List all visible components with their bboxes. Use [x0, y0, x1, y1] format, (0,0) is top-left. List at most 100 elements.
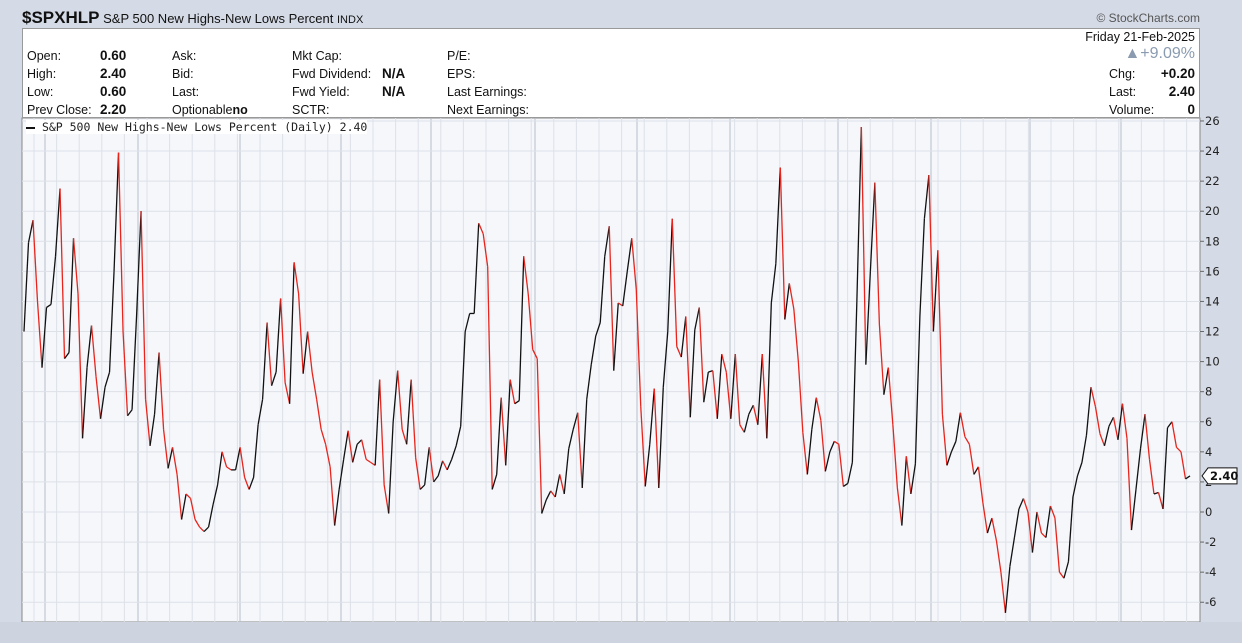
data-segment — [662, 331, 669, 388]
data-segment — [860, 126, 867, 365]
data-segment — [81, 367, 88, 439]
data-segment — [189, 498, 196, 520]
data-segment — [365, 458, 372, 463]
data-segment — [905, 456, 912, 495]
data-segment — [568, 429, 574, 449]
data-segment — [779, 167, 786, 320]
data-segment — [1031, 511, 1038, 553]
fwd-dividend-value: N/A — [382, 66, 406, 81]
data-segment — [667, 218, 673, 332]
data-segment — [1153, 491, 1159, 495]
data-segment — [275, 298, 282, 373]
data-segment — [54, 188, 61, 257]
optionable-text: Optionable — [172, 103, 233, 117]
data-segment — [752, 405, 759, 425]
data-segment — [86, 325, 93, 368]
data-segment — [113, 152, 120, 272]
data-segment — [505, 379, 511, 466]
data-segment — [1117, 403, 1124, 440]
data-segment — [770, 263, 777, 304]
mkt-cap-label: Mkt Cap: — [292, 49, 343, 63]
data-segment — [1018, 498, 1025, 510]
data-segment — [604, 226, 610, 257]
data-segment — [315, 399, 322, 430]
data-segment — [761, 354, 768, 439]
data-segment — [991, 517, 998, 541]
data-segment — [1076, 462, 1083, 477]
volume-value: 0 — [1187, 102, 1195, 117]
data-segment — [433, 475, 439, 483]
data-segment — [293, 262, 300, 295]
data-segment — [149, 414, 156, 446]
data-segment — [1130, 489, 1137, 531]
data-segment — [671, 218, 678, 347]
ask-label: Ask: — [172, 49, 197, 63]
data-segment — [901, 456, 908, 526]
open-label: Open: — [27, 49, 62, 63]
data-segment — [1027, 511, 1034, 553]
brand-link[interactable]: © StockCharts.com — [1096, 11, 1200, 25]
data-segment — [514, 400, 520, 405]
data-segment — [797, 361, 804, 433]
data-segment — [370, 461, 376, 466]
data-segment — [59, 188, 66, 359]
data-segment — [1157, 492, 1164, 510]
data-segment — [910, 463, 917, 495]
data-segment — [212, 484, 219, 505]
data-segment — [563, 448, 570, 495]
data-segment — [833, 440, 840, 445]
data-segment — [1180, 451, 1187, 480]
y-tick-label: 6 — [1205, 415, 1212, 429]
data-segment — [734, 354, 741, 425]
data-segment — [577, 412, 583, 488]
x-axis-band — [0, 622, 1242, 643]
y-tick-label: -4 — [1205, 565, 1216, 579]
data-segment — [140, 211, 147, 400]
data-segment — [518, 256, 525, 401]
data-segment — [554, 474, 561, 498]
y-tick-label: 4 — [1205, 445, 1212, 459]
data-segment — [32, 220, 39, 302]
data-segment — [685, 316, 691, 418]
data-segment — [815, 397, 822, 421]
data-segment — [932, 250, 939, 332]
data-segment — [135, 211, 142, 317]
data-segment — [478, 222, 484, 235]
data-segment — [1067, 496, 1074, 562]
data-segment — [649, 388, 655, 445]
data-segment — [180, 493, 187, 520]
data-segment — [541, 499, 547, 514]
low-label: Low: — [27, 85, 54, 99]
exchange: INDX — [337, 14, 364, 26]
data-segment — [464, 313, 471, 332]
y-tick-label: 26 — [1205, 114, 1220, 128]
data-segment — [397, 370, 403, 430]
data-segment — [788, 283, 795, 310]
data-segment — [302, 331, 309, 374]
data-segment — [1004, 566, 1011, 613]
data-segment — [590, 335, 597, 365]
data-segment — [108, 271, 115, 373]
data-segment — [437, 460, 444, 477]
data-segment — [968, 444, 975, 475]
y-tick-label: 0 — [1205, 505, 1212, 519]
data-segment — [1126, 438, 1133, 531]
plot-area — [21, 117, 1201, 623]
data-segment — [392, 370, 399, 422]
data-segment — [955, 412, 962, 442]
data-segment — [635, 289, 642, 407]
data-segment — [266, 322, 273, 386]
data-segment — [878, 323, 885, 395]
data-segment — [712, 370, 718, 419]
optionable-value: no — [232, 103, 248, 117]
volume-label: Volume: — [1109, 103, 1155, 117]
data-segment — [216, 451, 223, 486]
y-tick-label: 8 — [1205, 385, 1212, 399]
data-segment — [1171, 421, 1178, 448]
data-segment — [342, 430, 349, 460]
data-segment — [158, 352, 165, 430]
data-segment — [532, 349, 538, 359]
data-segment — [1185, 475, 1191, 480]
data-segment — [329, 466, 336, 526]
